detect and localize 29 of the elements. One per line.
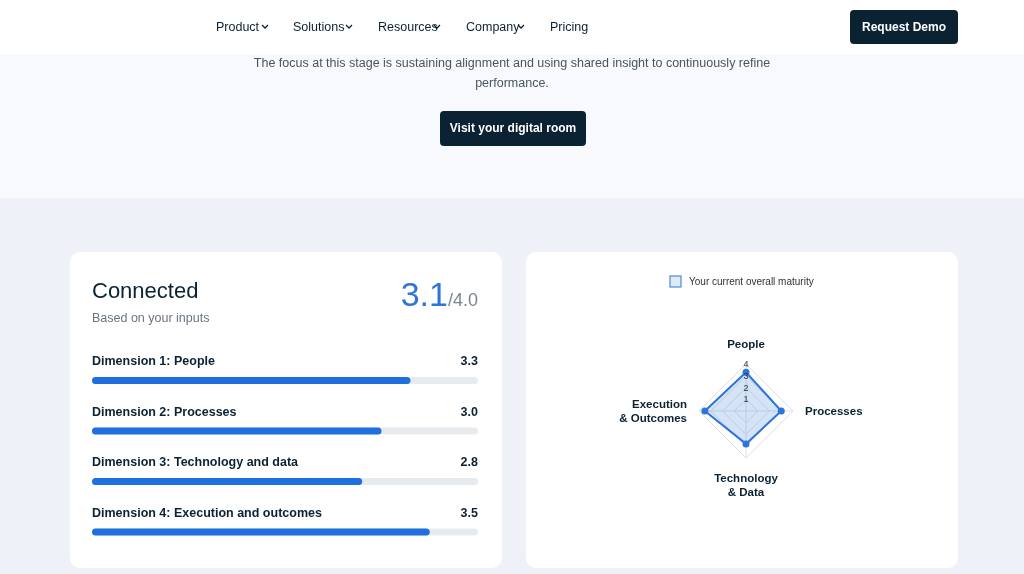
spoke-label: People — [727, 338, 765, 350]
text: 3.1 — [400, 275, 448, 313]
text: Request Demo — [861, 20, 947, 34]
y-tick-label: Dimension 1: People — [92, 354, 215, 368]
spoke-label: Processes — [805, 405, 863, 417]
text: Company — [466, 20, 521, 34]
y-tick-label: 4 — [743, 359, 749, 369]
chart-title: Connected — [92, 278, 199, 303]
spoke-label: Technology & Data — [714, 472, 779, 498]
text: The focus at this stage is sustaining alignment and using shared insight to continuously refine performance. — [253, 56, 771, 90]
text: Visit your digital room — [449, 121, 577, 135]
data-label: 3.3 — [460, 354, 479, 368]
chart-subtitle: Based on your inputs — [92, 311, 210, 325]
y-tick-label: 1 — [743, 394, 749, 405]
text: Product — [216, 20, 260, 34]
text: Solutions — [293, 20, 345, 34]
data-label: 3.0 — [460, 404, 479, 419]
legend-label: Your current overall maturity — [689, 276, 814, 287]
text: /4.0 — [447, 290, 478, 310]
data-label: 3.5 — [460, 505, 479, 520]
y-tick-label: Dimension 3: Technology and data — [92, 455, 300, 469]
text: Resources — [378, 20, 438, 34]
data-label: 2.8 — [460, 455, 479, 469]
y-tick-label: Dimension 2: Processes — [92, 404, 237, 419]
y-tick-label: 3 — [743, 370, 749, 381]
spoke-label: Execution & Outcomes — [619, 398, 687, 424]
text: Pricing — [550, 20, 589, 34]
y-tick-label: 2 — [743, 382, 749, 393]
y-tick-label: Dimension 4: Execution and outcomes — [92, 505, 322, 520]
